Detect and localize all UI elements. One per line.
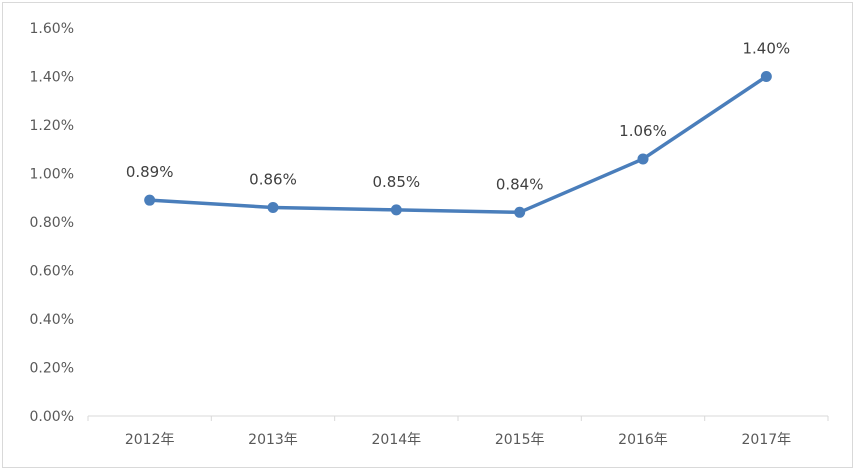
data-point bbox=[637, 153, 649, 165]
data-point bbox=[390, 204, 402, 216]
data-label: 0.84% bbox=[496, 175, 544, 193]
data-point bbox=[514, 206, 526, 218]
series-line bbox=[147, 74, 769, 215]
data-point bbox=[760, 71, 772, 82]
x-axis bbox=[87, 415, 829, 421]
x-tick-label: 2013年 bbox=[248, 432, 298, 448]
y-tick-label: 1.20% bbox=[30, 118, 74, 134]
y-tick-label: 1.40% bbox=[30, 70, 74, 86]
data-point bbox=[144, 194, 156, 206]
data-label: 1.40% bbox=[743, 40, 791, 58]
x-tick-label: 2012年 bbox=[125, 432, 175, 448]
data-label: 0.89% bbox=[126, 163, 174, 181]
data-label: 1.06% bbox=[619, 122, 667, 140]
x-axis-tick-labels: 2012年 2013年 2014年 2015年 2016年 2017年 bbox=[125, 432, 791, 448]
y-tick-label: 0.20% bbox=[30, 361, 74, 377]
y-tick-label: 0.60% bbox=[30, 264, 74, 280]
data-labels-group: 0.89% 0.86% 0.85% 0.84% 1.06% 1.40% bbox=[126, 40, 790, 194]
x-tick-label: 2016年 bbox=[618, 432, 668, 448]
data-label: 0.85% bbox=[373, 173, 421, 191]
x-tick-label: 2017年 bbox=[742, 432, 792, 448]
y-tick-label: 1.00% bbox=[30, 167, 74, 183]
x-tick-label: 2014年 bbox=[372, 432, 422, 448]
y-tick-label: 0.00% bbox=[30, 409, 74, 425]
series-group bbox=[144, 71, 772, 218]
y-tick-label: 1.60% bbox=[30, 21, 74, 37]
data-point bbox=[267, 201, 279, 213]
y-tick-label: 0.80% bbox=[30, 215, 74, 231]
y-axis-tick-labels: 0.00% 0.20% 0.40% 0.60% 0.80% 1.00% 1.20% 1.40%… bbox=[30, 21, 74, 425]
x-tick-label: 2015年 bbox=[495, 432, 545, 448]
y-tick-label: 0.40% bbox=[30, 312, 74, 328]
data-label: 0.86% bbox=[249, 170, 297, 188]
